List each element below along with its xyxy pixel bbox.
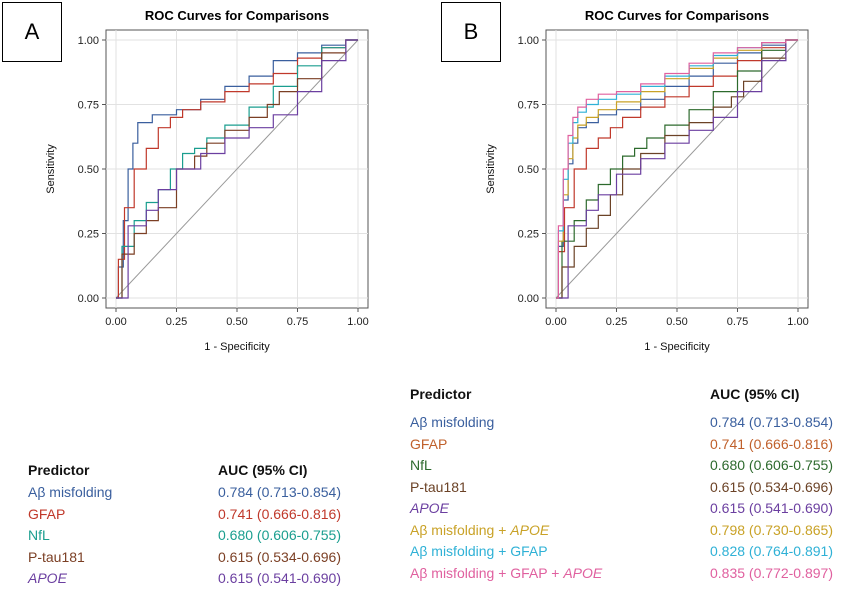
chart-title: ROC Curves for Comparisons xyxy=(145,8,329,23)
x-tick-label: 0.25 xyxy=(166,316,187,328)
chart-title: ROC Curves for Comparisons xyxy=(585,8,769,23)
x-axis-label: 1 - Specificity xyxy=(644,341,710,353)
table-row-auc: 0.741 (0.666-0.816) xyxy=(710,435,833,452)
table-row-predictor: Aβ misfolding + GFAP + APOE xyxy=(410,565,602,581)
x-axis-label: 1 - Specificity xyxy=(204,341,270,353)
predictor-label: Aβ misfolding + xyxy=(410,521,511,538)
table-row-auc: 0.615 (0.541-0.690) xyxy=(710,500,833,516)
table-row-auc: 0.615 (0.534-0.696) xyxy=(710,478,833,495)
predictor-label: Aβ misfolding xyxy=(410,414,495,430)
roc-series-4 xyxy=(116,39,358,299)
predictor-label: Aβ misfolding + GFAP + xyxy=(410,564,564,581)
predictor-label: APOE xyxy=(28,570,67,586)
x-tick-label: 0.50 xyxy=(226,316,247,328)
table-row-auc: 0.680 (0.606-0.755) xyxy=(710,457,833,473)
table-row-auc: 0.828 (0.764-0.891) xyxy=(710,543,833,559)
roc-series-3 xyxy=(556,39,798,299)
y-axis-label: Sensitivity xyxy=(485,144,497,194)
roc-series-1 xyxy=(556,39,798,299)
predictor-label: NfL xyxy=(410,457,432,473)
roc-chart-a: ROC Curves for Comparisons 0.00 0.00 0.25 0.… xyxy=(45,8,369,353)
table-row-auc: 0.615 (0.541-0.690) xyxy=(218,570,341,586)
predictor-label: P-tau181 xyxy=(410,478,467,495)
y-tick-label: 1.00 xyxy=(78,35,99,47)
table-row-auc: 0.798 (0.730-0.865) xyxy=(710,521,833,538)
y-tick-label: 0.00 xyxy=(78,293,99,305)
y-tick-label: 0.25 xyxy=(78,229,99,241)
predictor-label: Aβ misfolding + GFAP xyxy=(410,543,548,559)
x-tick-label: 0.50 xyxy=(666,316,687,328)
table-row-predictor: Aβ misfolding xyxy=(28,484,112,500)
table-row-predictor: GFAP xyxy=(410,436,447,452)
table-header-predictor: Predictor xyxy=(28,462,90,478)
table-header-auc: AUC (95% CI) xyxy=(218,462,308,478)
table-row-auc: 0.784 (0.713-0.854) xyxy=(218,484,341,500)
y-tick-label: 0.75 xyxy=(78,100,99,112)
roc-series-1 xyxy=(116,39,358,299)
reference-diagonal xyxy=(115,39,359,299)
predictor-italic-suffix: APOE xyxy=(510,521,550,538)
predictor-label: NfL xyxy=(28,527,50,543)
auc-table-b: Predictor AUC (95% CI) Aβ misfolding 0.784 … xyxy=(410,386,857,586)
table-row-auc: 0.741 (0.666-0.816) xyxy=(218,505,341,522)
table-row-predictor: APOE xyxy=(28,570,67,586)
table-row-auc: 0.615 (0.534-0.696) xyxy=(218,548,341,565)
table-row-auc: 0.680 (0.606-0.755) xyxy=(218,527,341,543)
auc-table-a: Predictor AUC (95% CI) Aβ misfolding 0.784 … xyxy=(28,462,388,592)
panel-label-a: A xyxy=(2,2,62,62)
table-row-predictor: P-tau181 xyxy=(410,479,467,495)
y-tick-label: 0.50 xyxy=(518,164,539,176)
table-row-predictor: NfL xyxy=(410,457,432,473)
y-axis-label: Sensitivity xyxy=(45,144,57,194)
y-tick-label: 0.50 xyxy=(78,164,99,176)
table-row-auc: 0.835 (0.772-0.897) xyxy=(710,564,833,581)
predictor-label: APOE xyxy=(410,500,449,516)
table-header-auc: AUC (95% CI) xyxy=(710,386,800,402)
x-tick-label: 0.75 xyxy=(727,316,748,328)
predictor-label: GFAP xyxy=(28,505,66,522)
x-tick-label: 0.00 xyxy=(105,316,126,328)
roc-series-4 xyxy=(556,39,798,299)
x-tick-label: 1.00 xyxy=(347,316,368,328)
y-tick-label: 0.00 xyxy=(518,293,539,305)
y-tick-label: 0.75 xyxy=(518,100,539,112)
y-tick-label: 0.25 xyxy=(518,229,539,241)
table-row-predictor: Aβ misfolding + APOE xyxy=(410,522,549,538)
table-row-predictor: GFAP xyxy=(28,506,65,522)
roc-chart-b: ROC Curves for Comparisons 0.00 0.00 0.25 0.… xyxy=(485,8,809,353)
x-tick-label: 1.00 xyxy=(787,316,808,328)
x-tick-label: 0.25 xyxy=(606,316,627,328)
table-row-predictor: P-tau181 xyxy=(28,549,85,565)
predictor-label: Aβ misfolding xyxy=(28,484,113,500)
x-tick-label: 0.75 xyxy=(287,316,308,328)
roc-series-3 xyxy=(116,39,358,299)
predictor-italic-suffix: APOE xyxy=(563,564,603,581)
roc-series-7 xyxy=(556,39,798,299)
table-row-predictor: APOE xyxy=(410,500,449,516)
reference-diagonal xyxy=(555,39,799,299)
y-tick-label: 1.00 xyxy=(518,35,539,47)
table-row-predictor: NfL xyxy=(28,527,50,543)
table-header-predictor: Predictor xyxy=(410,386,472,402)
table-row-predictor: Aβ misfolding xyxy=(410,414,494,430)
panel-label-b: B xyxy=(441,2,501,62)
table-row-predictor: Aβ misfolding + GFAP xyxy=(410,543,548,559)
predictor-label: P-tau181 xyxy=(28,548,85,565)
x-tick-label: 0.00 xyxy=(545,316,566,328)
table-row-auc: 0.784 (0.713-0.854) xyxy=(710,414,833,430)
predictor-label: GFAP xyxy=(410,435,448,452)
